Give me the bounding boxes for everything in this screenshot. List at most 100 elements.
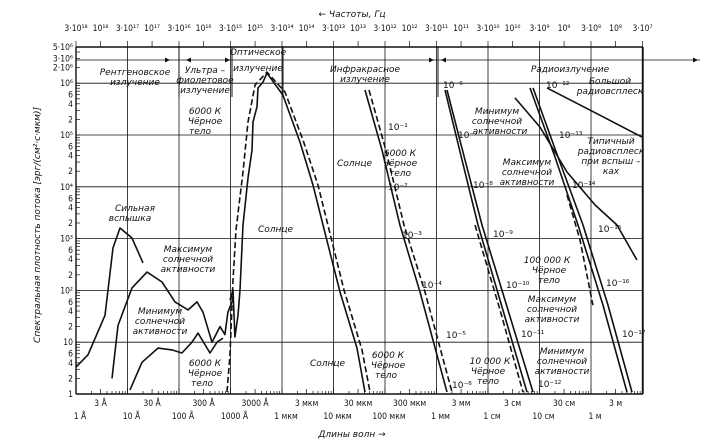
x-tick-label: 3000 Å [242, 397, 270, 409]
scale-mark: 10⁻⁹ [493, 230, 513, 240]
label-min-activity: Минимум [138, 307, 182, 317]
y-tick-label: 5·10⁶ [53, 43, 73, 53]
x-tick-label: 30 Å [143, 397, 161, 409]
scale-mark: 10⁻¹⁶ [606, 279, 630, 289]
region-arrow [186, 57, 191, 63]
scale-mark: 10⁻¹⁵ [598, 225, 622, 235]
label-sun: Солнце [310, 359, 346, 369]
series-min-activity-radio-2 [529, 87, 628, 393]
freq-tick-label: 3·10¹⁴ [270, 24, 293, 34]
label-typical-burst: радиовсплеск [577, 147, 645, 157]
freq-tick-label: 3·10¹¹ [425, 24, 448, 34]
y-tick-label: 3·10⁶ [53, 54, 73, 64]
scale-mark: 10⁻⁶ [443, 81, 463, 91]
axes: 3·10¹⁸ 10¹⁸ 3·10¹⁷ 10¹⁷ 3·10¹⁶ 10¹⁶ 3·10¹⁵ 10¹⁵… [53, 24, 653, 422]
y-tick-label: 10² [60, 286, 73, 296]
label-max-activity: солнечной [163, 255, 213, 265]
scale-mark: 10⁻¹⁴ [572, 181, 596, 191]
label-bb100000: тело [538, 276, 561, 286]
y-tick-label: 10⁴ [60, 183, 73, 193]
scale-mark: 10⁻⁵ [446, 331, 466, 341]
scale-mark: 10⁻¹⁰ [506, 281, 530, 291]
series-max-activity-xuv [111, 271, 233, 379]
scale-mark: 10⁻³ [402, 231, 422, 241]
label-max-activity-radio: Максимум [503, 158, 552, 168]
label-strong-flare: Сильная [115, 204, 156, 214]
scale-mark: 10⁻⁸ [473, 181, 493, 191]
label-max-activity-radio: активности [500, 178, 555, 188]
freq-tick-label: 3·10¹⁸ [64, 24, 87, 34]
freq-tick-label: 10¹⁴ [299, 24, 315, 34]
freq-tick-label: 3·10¹⁵ [219, 24, 242, 34]
label-typical-burst: Типичный [587, 137, 634, 147]
x-tick-label: 10 мкм [323, 412, 352, 422]
label-bb6000: 6000 К [189, 107, 222, 117]
scale-mark: 10⁻⁷ [458, 131, 478, 141]
y-tick-label: 4 [68, 203, 73, 213]
label-large-burst: радиовсплеск [576, 87, 644, 97]
label-max-activity-radio-low: Максимум [528, 295, 577, 305]
label-max-activity: Максимум [164, 245, 213, 255]
region-xray: Рентгеновское [100, 68, 171, 78]
scale-mark: 10⁻¹² [546, 81, 570, 91]
grid [75, 46, 700, 395]
region-arrow [225, 57, 230, 63]
series-sun [229, 72, 366, 393]
x-tick-label: 3 м [609, 399, 622, 409]
y-tick-label: 10 [63, 338, 73, 348]
freq-tick-label: 10¹⁰ [505, 24, 521, 34]
scale-mark: 10⁻⁶ [452, 381, 472, 391]
y-axis-title: Спектральная плотность потока [эрг/(см²·… [33, 107, 43, 343]
label-min-activity-radio: активности [473, 127, 528, 137]
y-tick-label: 4 [68, 255, 73, 265]
series-blackbody-10000k [474, 224, 524, 393]
x-tick-label: 1 мкм [274, 412, 298, 422]
x-tick-label: 30 мкм [344, 399, 373, 409]
freq-tick-label: 3·10¹⁷ [116, 24, 139, 34]
label-bb6000: Чёрное [188, 117, 223, 127]
label-bb6000-low: Чёрное [188, 369, 223, 379]
y-tick-label: 4 [68, 359, 73, 369]
freq-tick-label: 3·10¹² [373, 24, 396, 34]
x-tick-label: 1 м [588, 412, 601, 422]
x-tick-label: 10 Å [123, 410, 141, 422]
region-xray: излучение [110, 78, 160, 88]
x-tick-label: 30 см [553, 399, 575, 409]
region-band: Рентгеновское излучение Ультра – фиолето… [100, 48, 610, 96]
region-arrow [441, 57, 446, 63]
x-tick-label: 3 Å [94, 397, 107, 409]
y-tick-label: 2 [68, 323, 73, 333]
label-bb6000: тело [189, 127, 212, 137]
label-bb6000-low: тело [191, 379, 214, 389]
x-tick-label: 1 см [483, 412, 500, 422]
series-min-activity-xuv [129, 332, 224, 391]
y-tick-label: 6 [68, 194, 73, 204]
label-bb100000: Чёрное [532, 266, 567, 276]
x-tick-label: 300 мкм [393, 399, 426, 409]
scale-mark: 10⁻⁴ [422, 281, 442, 291]
x-tick-label: 3 см [504, 399, 521, 409]
label-min-activity-radio: солнечной [472, 117, 522, 127]
x-tick-label: 10 см [532, 412, 554, 422]
label-bb6000-mid: Чёрное [371, 361, 406, 371]
label-min-activity: активности [133, 327, 188, 337]
y-tick-label: 2 [68, 219, 73, 229]
label-max-activity: активности [161, 265, 216, 275]
freq-tick-label: 10¹³ [350, 24, 366, 34]
annotations: Сильная вспышка Максимум солнечной актив… [109, 77, 646, 391]
series-max-activity-radio-1 [446, 89, 534, 393]
series-max-activity-radio-2 [532, 87, 633, 393]
y-tick-label: 2 [68, 167, 73, 177]
y-tick-label: 6 [68, 350, 73, 360]
x-tick-label: 100 мкм [372, 412, 405, 422]
label-bb10000: тело [477, 377, 500, 387]
label-min-activity-radio-low: солнечной [537, 357, 587, 367]
x-tick-label: 300 Å [192, 397, 215, 409]
frequency-axis-title: ← Частоты, Гц [319, 10, 386, 20]
y-tick-label: 4 [68, 100, 73, 110]
scale-mark: 10⁻¹² [538, 380, 562, 390]
label-bb6000-mid: 6000 К [372, 351, 405, 361]
label-max-activity-radio-low: активности [525, 315, 580, 325]
series-typical-radio-burst [514, 97, 638, 261]
